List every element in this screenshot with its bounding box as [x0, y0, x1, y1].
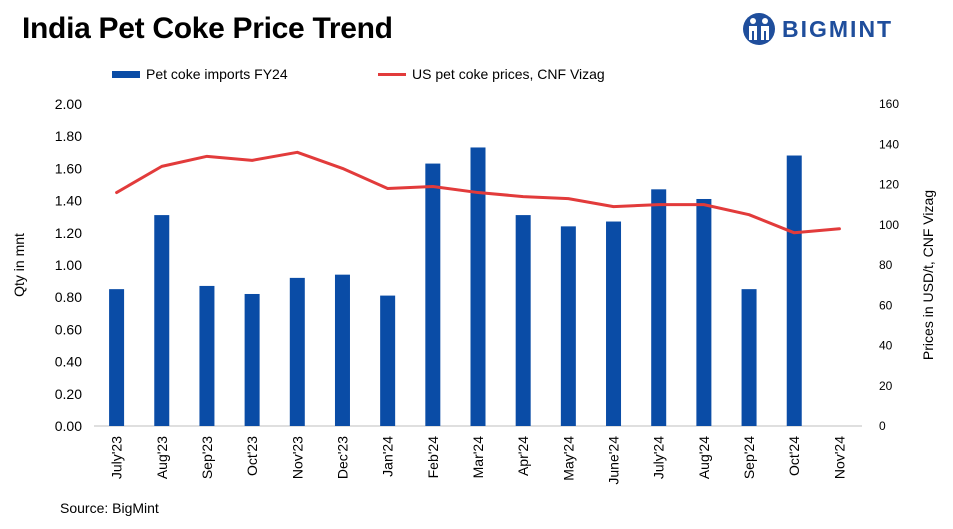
y-tick-label: 0.80	[55, 289, 82, 305]
y2-tick-label: 20	[879, 379, 893, 393]
bar	[651, 189, 667, 426]
x-tick-label: May'24	[560, 436, 576, 481]
x-tick-label: Oct'24	[786, 436, 802, 476]
x-tick-label: Mar'24	[470, 436, 486, 479]
bigmint-logo: BIGMINT	[742, 12, 893, 46]
y-tick-label: 0.00	[55, 418, 82, 434]
y-tick-label: 1.80	[55, 128, 82, 144]
x-tick-label: July'24	[651, 436, 667, 479]
y2-tick-label: 60	[879, 298, 893, 312]
bigmint-logo-icon	[743, 13, 775, 45]
y2-tick-label: 120	[879, 178, 899, 192]
y-tick-label: 1.00	[55, 257, 82, 273]
y-axis-title: Qty in mnt	[11, 233, 27, 297]
y2-tick-label: 40	[879, 339, 893, 353]
y2-tick-label: 140	[879, 137, 899, 151]
bar	[109, 289, 125, 426]
x-tick-label: Nov'24	[831, 436, 847, 479]
y2-tick-label: 0	[879, 419, 886, 433]
y-tick-label: 0.40	[55, 354, 82, 370]
bar	[560, 226, 576, 426]
x-tick-label: June'24	[606, 436, 622, 485]
y2-tick-label: 160	[879, 97, 899, 111]
y-tick-label: 1.20	[55, 225, 82, 241]
bar	[154, 215, 170, 426]
x-tick-label: Aug'24	[696, 436, 712, 479]
x-tick-label: Feb'24	[425, 436, 441, 479]
legend-label-line: US pet coke prices, CNF Vizag	[412, 66, 605, 82]
y2-tick-label: 80	[879, 258, 893, 272]
y-tick-label: 1.40	[55, 193, 82, 209]
y-tick-label: 0.20	[55, 386, 82, 402]
bar	[334, 274, 350, 426]
y2-tick-label: 100	[879, 218, 899, 232]
x-tick-label: Nov'23	[289, 436, 305, 479]
bar	[380, 295, 396, 426]
bar	[425, 163, 441, 426]
x-tick-label: Apr'24	[515, 436, 531, 476]
brand-name: BIGMINT	[782, 15, 894, 42]
bar	[470, 147, 486, 426]
bar	[289, 277, 305, 426]
x-tick-label: Aug'23	[154, 436, 170, 479]
x-tick-label: Sep'24	[741, 436, 757, 479]
bar	[515, 215, 531, 426]
bar	[244, 293, 260, 426]
y2-axis-title: Prices in USD/t, CNF Vizag	[920, 190, 936, 360]
bar	[741, 289, 757, 426]
y-tick-label: 1.60	[55, 160, 82, 176]
legend-swatch-line	[378, 72, 406, 76]
y-tick-label: 2.00	[55, 96, 82, 112]
x-tick-label: Dec'23	[334, 436, 350, 479]
legend-item-line: US pet coke prices, CNF Vizag	[378, 66, 605, 82]
source-note: Source: BigMint	[60, 500, 159, 516]
bar	[199, 285, 215, 426]
legend-label-bar: Pet coke imports FY24	[146, 66, 288, 82]
x-tick-label: Oct'23	[244, 436, 260, 476]
legend: Pet coke imports FY24 US pet coke prices…	[0, 66, 953, 86]
legend-item-bar: Pet coke imports FY24	[112, 66, 288, 82]
x-tick-label: Jan'24	[380, 436, 396, 477]
legend-swatch-bar	[112, 70, 140, 78]
x-tick-label: Sep'23	[199, 436, 215, 479]
y-tick-label: 0.60	[55, 321, 82, 337]
bar	[696, 198, 712, 426]
bar	[786, 155, 802, 426]
chart-title: India Pet Coke Price Trend	[22, 12, 393, 45]
bar	[606, 221, 622, 426]
x-tick-label: July'23	[109, 436, 125, 479]
